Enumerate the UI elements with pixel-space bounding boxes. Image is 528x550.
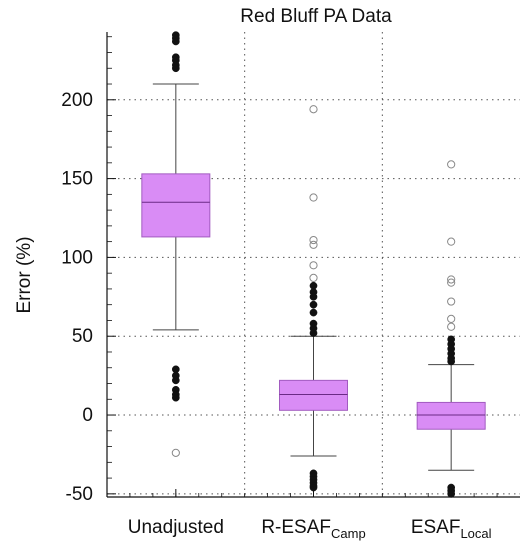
x-category-label: R-ESAFCamp — [261, 517, 365, 541]
filled-outlier-point — [309, 329, 318, 337]
filled-outlier-point — [309, 300, 318, 309]
iqr-box — [416, 401, 486, 430]
filled-outlier-point — [309, 483, 318, 492]
y-tick-label: 0 — [82, 405, 93, 426]
y-tick-label: 200 — [61, 90, 93, 111]
open-outlier-point — [447, 237, 456, 246]
y-axis-label: Error (%) — [14, 236, 35, 313]
open-outlier-point — [309, 235, 318, 245]
iqr-box — [279, 379, 348, 411]
category-main-text: ESAF — [411, 517, 461, 538]
y-tick-label: 150 — [61, 169, 93, 190]
open-outlier-point — [309, 193, 318, 202]
y-tick-label: -50 — [66, 484, 93, 505]
y-tick-label: 100 — [61, 247, 93, 268]
open-outlier-point — [447, 275, 456, 284]
open-outlier-point — [309, 105, 318, 114]
x-category-label: ESAFLocal — [411, 517, 492, 541]
filled-outlier-point — [309, 308, 318, 317]
open-outlier-point — [447, 297, 456, 306]
filled-outlier-point — [447, 357, 456, 366]
filled-outlier-point — [171, 64, 180, 73]
filled-outlier-point — [447, 489, 456, 498]
filled-outlier-point — [171, 37, 180, 46]
chart-title: Red Bluff PA Data — [240, 6, 392, 27]
open-outlier-point — [171, 448, 180, 457]
category-subscript: Camp — [331, 526, 366, 541]
plot-area: -50 0 50 100 150 200 Unadjusted R-ESAFCamp ESAFL… — [61, 31, 520, 541]
open-outlier-point — [309, 240, 318, 249]
open-outlier-point — [309, 273, 318, 282]
filled-outlier-point — [171, 376, 180, 385]
filled-outlier-point — [171, 393, 180, 402]
open-outlier-point — [309, 261, 318, 270]
category-subscript: Local — [460, 526, 491, 541]
y-tick-label: 50 — [72, 326, 93, 347]
open-outlier-point — [447, 322, 456, 331]
filled-outlier-point — [309, 292, 318, 301]
iqr-box — [141, 173, 211, 238]
category-main-text: R-ESAF — [261, 517, 331, 538]
x-category-label: Unadjusted — [128, 517, 224, 538]
category-main-text: Unadjusted — [128, 517, 224, 538]
open-outlier-point — [447, 314, 456, 323]
open-outlier-point — [447, 278, 456, 287]
open-outlier-point — [447, 160, 456, 169]
